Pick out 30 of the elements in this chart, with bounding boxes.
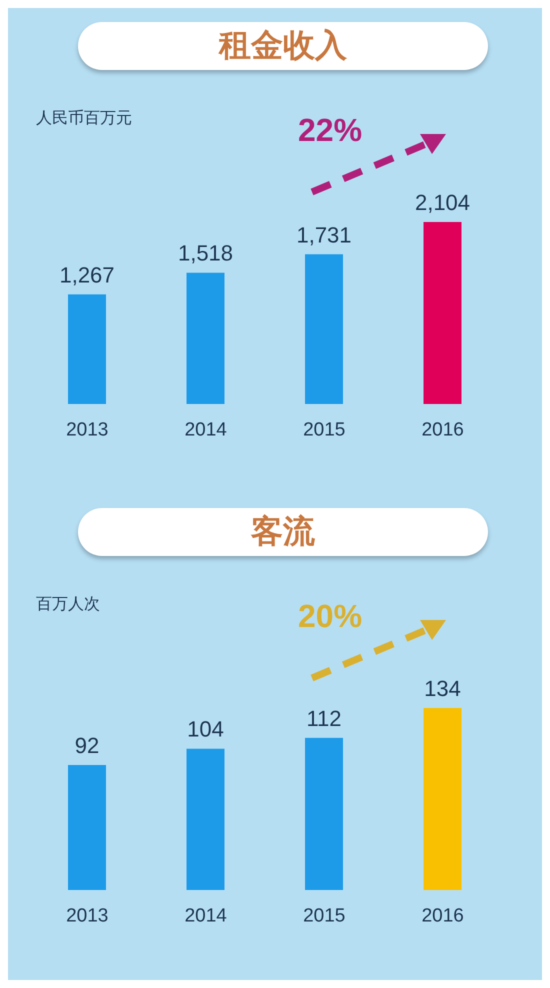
bar [68, 765, 106, 890]
data-label: 112 [306, 706, 342, 731]
x-tick-label: 2013 [66, 905, 108, 926]
data-label: 1,731 [296, 222, 352, 248]
x-tick-label: 2014 [184, 419, 228, 440]
y-axis-title: 百万人次 [36, 594, 100, 615]
x-tick-label: 2015 [303, 905, 346, 926]
x-tick-label: 2014 [184, 905, 228, 926]
bar [186, 748, 224, 890]
bar [305, 254, 343, 404]
text: 20% [298, 598, 362, 635]
text: 22% [298, 112, 362, 149]
chart-title: 租金收入 [78, 22, 488, 70]
x-tick-label: 2013 [66, 419, 108, 440]
bar [186, 272, 224, 404]
x-tick-label: 2016 [422, 905, 464, 926]
bar [305, 738, 343, 890]
data-label: 1,267 [59, 262, 115, 288]
y-axis-title: 人民币百万元 [36, 108, 132, 129]
chart-title: 客流 [78, 508, 488, 556]
data-label: 104 [187, 716, 224, 742]
data-label: 1,518 [178, 240, 234, 266]
data-label: 92 [74, 733, 100, 758]
bar [68, 294, 106, 404]
bar [424, 222, 462, 404]
data-label: 2,104 [414, 190, 470, 215]
x-tick-label: 2015 [303, 419, 346, 440]
data-label: 134 [424, 676, 461, 701]
x-tick-label: 2016 [422, 419, 464, 440]
bar [424, 708, 462, 890]
